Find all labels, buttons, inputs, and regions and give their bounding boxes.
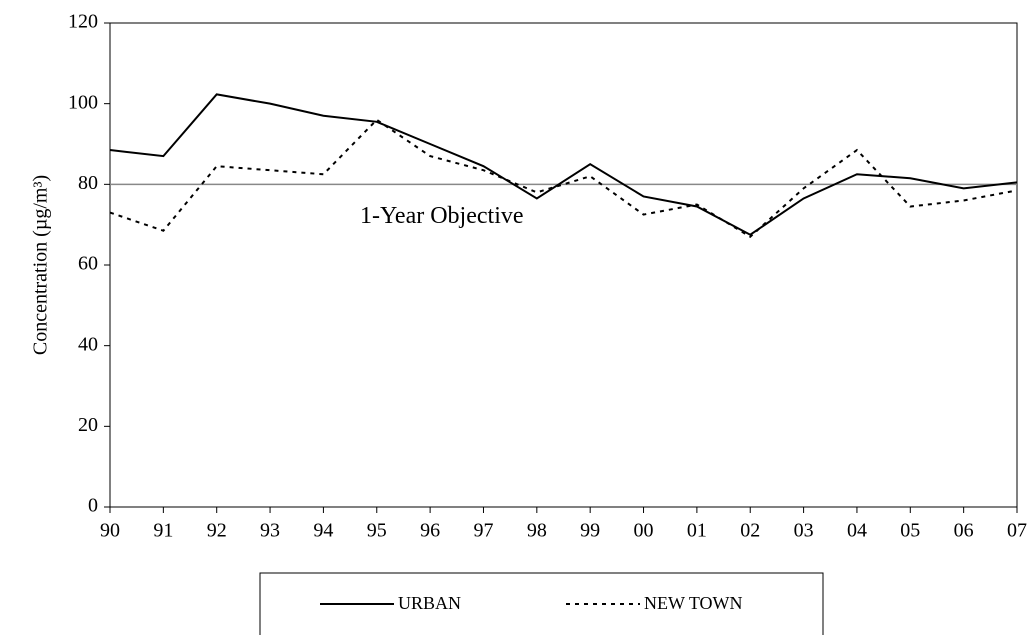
x-tick-label: 91 <box>153 520 173 542</box>
x-tick-label: 07 <box>1007 520 1027 542</box>
y-tick-label: 60 <box>78 253 98 275</box>
x-tick-label: 00 <box>634 520 654 542</box>
series-line <box>109 93 1018 236</box>
x-tick-label: 06 <box>954 520 974 542</box>
x-tick-label: 94 <box>313 520 333 542</box>
y-tick-label: 40 <box>78 333 98 355</box>
y-tick-label: 20 <box>78 414 98 436</box>
legend-label: URBAN <box>398 593 461 613</box>
x-tick-label: 02 <box>740 520 760 542</box>
y-tick-label: 0 <box>88 495 98 517</box>
x-tick-label: 93 <box>260 520 280 542</box>
series-line <box>109 118 1018 239</box>
plot-area <box>109 22 1018 508</box>
x-tick-label: 01 <box>687 520 707 542</box>
y-axis-label: Concentration (µg/m³) <box>30 175 52 355</box>
x-tick-label: 05 <box>900 520 920 542</box>
x-tick-label: 90 <box>100 520 120 542</box>
reference-label: 1-Year Objective <box>360 203 524 229</box>
y-tick-label: 100 <box>68 91 98 113</box>
legend-label: NEW TOWN <box>644 593 743 613</box>
x-tick-label: 03 <box>794 520 814 542</box>
legend-box <box>259 572 824 635</box>
x-tick-label: 95 <box>367 520 387 542</box>
x-tick-label: 97 <box>473 520 493 542</box>
x-tick-label: 92 <box>207 520 227 542</box>
x-tick-label: 96 <box>420 520 440 542</box>
x-tick-label: 98 <box>527 520 547 542</box>
y-tick-label: 80 <box>78 172 98 194</box>
x-tick-label: 99 <box>580 520 600 542</box>
y-tick-label: 120 <box>68 11 98 33</box>
x-tick-label: 04 <box>847 520 867 542</box>
